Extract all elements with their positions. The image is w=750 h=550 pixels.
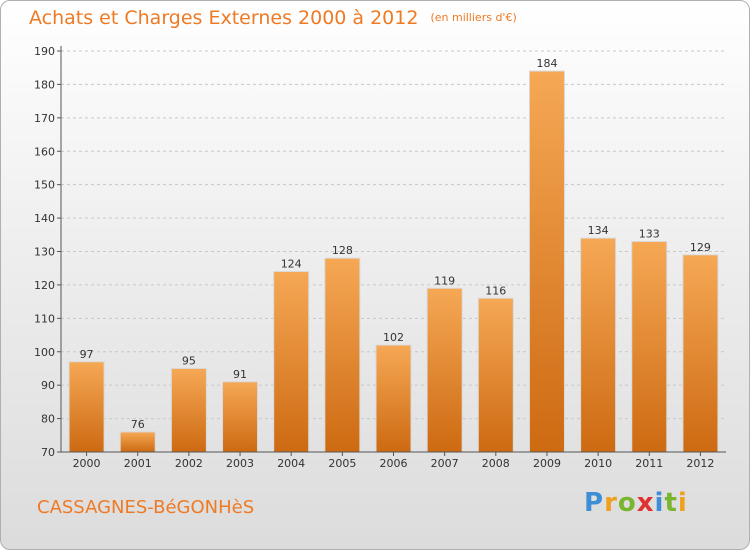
data-label: 91	[233, 368, 247, 381]
data-label: 134	[588, 224, 609, 237]
logo-letter: o	[617, 488, 637, 518]
data-label: 128	[332, 244, 353, 257]
logo-letter: r	[604, 488, 618, 518]
x-tick-label: 2004	[277, 457, 305, 470]
data-label: 184	[536, 57, 557, 70]
data-label: 124	[281, 258, 302, 271]
logo-letter: i	[654, 488, 665, 518]
y-tick-label: 90	[41, 379, 55, 392]
bar	[631, 240, 668, 453]
y-tick-label: 160	[34, 145, 55, 158]
data-label: 129	[690, 241, 711, 254]
y-tick-label: 170	[34, 112, 55, 125]
bar	[68, 361, 105, 453]
y-tick-label: 130	[34, 246, 55, 259]
bar	[324, 257, 361, 453]
x-tick-label: 2009	[533, 457, 561, 470]
proxiti-logo: Proxiti	[584, 488, 688, 518]
x-tick-label: 2002	[175, 457, 203, 470]
bar	[375, 344, 412, 453]
x-tick-label: 2001	[124, 457, 152, 470]
y-tick-label: 190	[34, 45, 55, 58]
bar	[682, 254, 719, 453]
bar	[119, 431, 156, 453]
y-tick-label: 150	[34, 179, 55, 192]
logo-letter: t	[664, 488, 678, 518]
commune-name: CASSAGNES-BéGONHèS	[37, 497, 255, 518]
data-label: 119	[434, 274, 455, 287]
bar	[273, 271, 310, 453]
data-label: 133	[639, 227, 660, 240]
bar	[222, 381, 259, 453]
y-tick-label: 100	[34, 346, 55, 359]
axes: 70 80 90 100 110 120 130 140 150 160 170 180 190 2000…	[34, 45, 726, 470]
data-label: 102	[383, 331, 404, 344]
logo-letter: i	[677, 488, 688, 518]
logo-letter: x	[636, 488, 655, 518]
bar	[426, 287, 463, 453]
y-tick-label: 140	[34, 212, 55, 225]
x-tick-label: 2012	[686, 457, 714, 470]
x-tick-label: 2000	[73, 457, 101, 470]
data-label: 116	[485, 284, 506, 297]
x-tick-label: 2007	[431, 457, 459, 470]
y-tick-label: 110	[34, 312, 55, 325]
data-label: 95	[182, 354, 196, 367]
data-label: 76	[131, 418, 145, 431]
data-label: 97	[80, 348, 94, 361]
x-tick-label: 2011	[635, 457, 663, 470]
bar	[477, 297, 514, 453]
y-tick-label: 120	[34, 279, 55, 292]
bars: 97 76 95 91 124 128 102 119 116 184 134 133 129	[68, 57, 719, 453]
bar	[528, 70, 565, 453]
y-tick-label: 180	[34, 78, 55, 91]
bar	[580, 237, 617, 453]
x-tick-label: 2003	[226, 457, 254, 470]
x-tick-label: 2010	[584, 457, 612, 470]
y-tick-label: 70	[41, 446, 55, 459]
x-tick-label: 2005	[328, 457, 356, 470]
x-tick-label: 2006	[380, 457, 408, 470]
y-tick-label: 80	[41, 413, 55, 426]
title-text: Achats et Charges Externes 2000 à 2012	[29, 7, 419, 29]
chart-title: Achats et Charges Externes 2000 à 2012 (e…	[29, 7, 517, 29]
bar	[170, 367, 207, 453]
x-tick-label: 2008	[482, 457, 510, 470]
unit-text: (en milliers d'€)	[430, 11, 517, 24]
logo-letter: P	[584, 488, 605, 518]
